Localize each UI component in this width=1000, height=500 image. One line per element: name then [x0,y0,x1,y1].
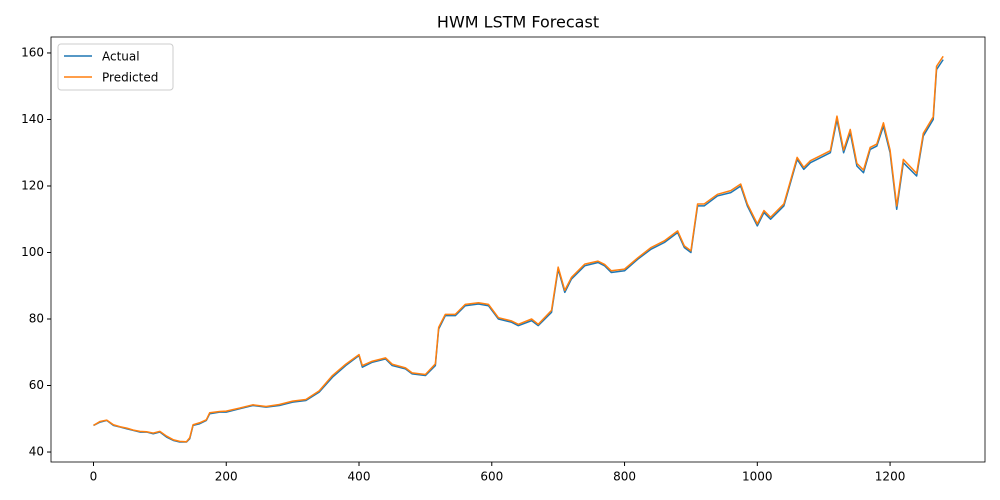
legend-label: Predicted [102,71,158,85]
x-tick-label: 600 [480,470,503,484]
y-tick-label: 80 [29,312,44,326]
y-tick-label: 100 [21,245,44,259]
x-tick-label: 1200 [875,470,906,484]
y-tick-label: 120 [21,178,44,192]
x-tick-label: 1000 [742,470,773,484]
y-tick-label: 160 [21,45,44,59]
y-tick-label: 40 [29,445,44,459]
series-line [93,59,944,443]
y-tick-label: 60 [29,378,44,392]
x-tick-label: 200 [215,470,238,484]
chart-title: HWM LSTM Forecast [437,13,599,32]
plot-frame [50,36,986,463]
y-tick-label: 140 [21,112,44,126]
series-line [93,55,944,443]
x-tick-label: 800 [613,470,636,484]
x-tick-label: 0 [90,470,98,484]
x-tick-label: 400 [348,470,371,484]
legend-label: Actual [102,50,140,64]
